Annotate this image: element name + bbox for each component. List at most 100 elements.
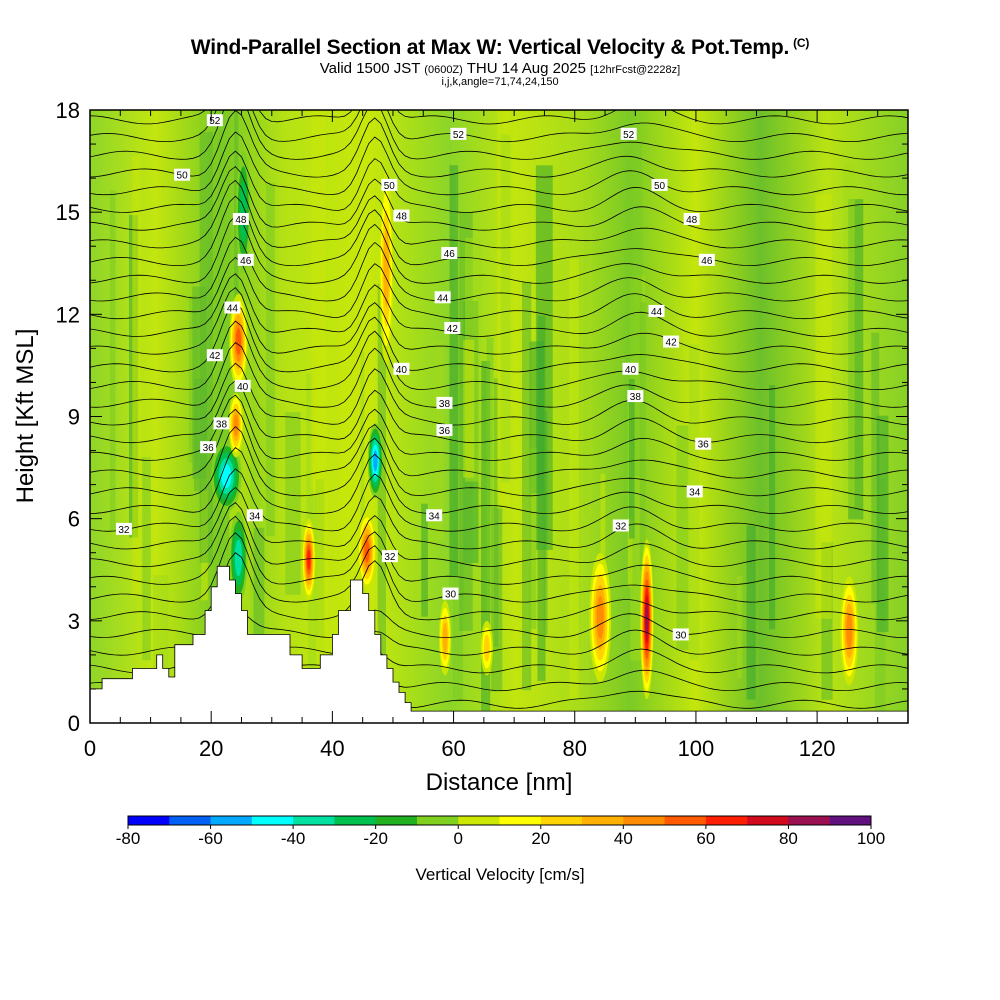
isentrope-line: [90, 166, 908, 231]
theta-label-text: 40: [396, 365, 408, 376]
colorbar-tick-label: -20: [363, 829, 388, 848]
texture-stripe: [876, 415, 889, 633]
theta-label-text: 48: [396, 212, 408, 223]
valid-time: Valid 1500 JST: [319, 60, 421, 77]
theta-label-box: [393, 362, 410, 375]
theta-label-text: 34: [689, 487, 701, 498]
colorbar-tick-label: 100: [857, 829, 885, 848]
theta-label-box: [381, 550, 398, 563]
texture-stripe: [821, 542, 833, 700]
theta-label-box: [234, 379, 251, 392]
theta-label-text: 44: [651, 307, 663, 318]
isentrope-line: [90, 320, 908, 391]
theta-label-box: [246, 509, 263, 522]
theta-label: 32: [381, 550, 398, 563]
colorbar-swatch: [251, 816, 294, 825]
theta-label: 36: [695, 437, 712, 451]
theta-label-text: 46: [701, 256, 713, 267]
texture-stripe: [142, 457, 151, 661]
isentrope-line: [90, 426, 908, 497]
colorbar-swatch: [375, 816, 418, 825]
theta-label-text: 40: [625, 365, 637, 376]
theta-label: 38: [436, 396, 453, 410]
theta-label-text: 52: [453, 130, 465, 141]
texture-stripe: [842, 164, 855, 508]
theta-label: 36: [436, 424, 453, 437]
texture-stripe: [628, 379, 635, 539]
theta-label-text: 42: [209, 351, 221, 362]
colorbar-tick-label: -60: [198, 829, 223, 848]
theta-label-text: 52: [623, 130, 635, 141]
theta-label: 40: [393, 362, 410, 376]
texture-stripe: [871, 332, 880, 604]
theta-label-box: [426, 509, 443, 522]
w-cell: [221, 464, 232, 489]
isentrope-line: [90, 150, 908, 213]
theta-label-box: [444, 321, 461, 334]
theta-label-box: [434, 291, 451, 304]
theta-label: 32: [612, 519, 629, 532]
texture-stripe: [676, 425, 689, 651]
theta-label-box: [436, 424, 453, 437]
theta-label-text: 52: [209, 116, 221, 127]
theta-label-text: 36: [698, 440, 710, 451]
grid-indices: i,j,k,angle=71,74,24,150: [441, 76, 559, 88]
theta-label-box: [206, 349, 223, 362]
theta-label: 44: [224, 301, 241, 315]
colorbar-swatch: [169, 816, 212, 825]
isentrope-line: [90, 362, 908, 426]
isentrope-line: [90, 394, 908, 461]
theta-label-box: [686, 485, 703, 498]
theta-label: 42: [444, 321, 461, 335]
texture-stripe: [481, 360, 491, 721]
y-tick-label: 18: [56, 98, 80, 123]
y-tick-label: 0: [68, 711, 80, 736]
x-tick-label: 120: [799, 736, 836, 761]
texture-stripe: [500, 134, 511, 483]
theta-label-text: 40: [237, 382, 249, 393]
theta-label: 44: [434, 291, 451, 304]
theta-label-text: 34: [429, 511, 441, 522]
colorbar-tick-label: 40: [614, 829, 633, 848]
theta-label-text: 38: [439, 399, 451, 410]
colorbar-swatch: [582, 816, 624, 825]
w-cell: [383, 229, 390, 308]
theta-label-text: 32: [118, 525, 130, 536]
potential-temperature-contours: [90, 110, 908, 709]
y-axis-label: Height [Kft MSL]: [12, 329, 39, 504]
theta-label-text: 38: [216, 419, 228, 430]
valid-date: THU 14 Aug 2025: [466, 60, 586, 77]
theta-label: 50: [651, 178, 668, 192]
colorbar-label: Vertical Velocity [cm/s]: [415, 865, 584, 884]
theta-label-text: 36: [203, 443, 215, 454]
colorbar-tick-label: 60: [696, 829, 715, 848]
theta-label: 48: [232, 212, 249, 226]
theta-label-box: [620, 127, 637, 140]
theta-label-box: [648, 304, 665, 317]
colorbar-swatch: [210, 816, 253, 825]
colorbar-swatch: [293, 816, 335, 825]
theta-label-text: 32: [615, 521, 627, 532]
copyright-mark: (C): [793, 36, 810, 50]
terrain: [90, 565, 908, 723]
theta-label-text: 44: [227, 304, 239, 315]
texture-stripe: [689, 344, 700, 661]
theta-label: 46: [237, 253, 254, 267]
texture-stripe: [494, 378, 499, 647]
colorbar-tick-label: 20: [531, 829, 550, 848]
x-tick-label: 20: [199, 736, 223, 761]
chart-title: Wind-Parallel Section at Max W: Vertical…: [0, 36, 1000, 60]
w-cell: [307, 549, 311, 570]
isentrope-line: [90, 468, 908, 532]
theta-label-box: [663, 335, 680, 348]
w-cell: [596, 595, 604, 639]
y-tick-label: 6: [68, 507, 80, 532]
theta-label-text: 30: [445, 590, 457, 601]
texture-stripe: [736, 575, 743, 679]
theta-label-box: [436, 396, 453, 409]
isentrope-line: [90, 287, 908, 355]
theta-label-box: [115, 522, 132, 535]
texture-stripe: [450, 166, 455, 458]
